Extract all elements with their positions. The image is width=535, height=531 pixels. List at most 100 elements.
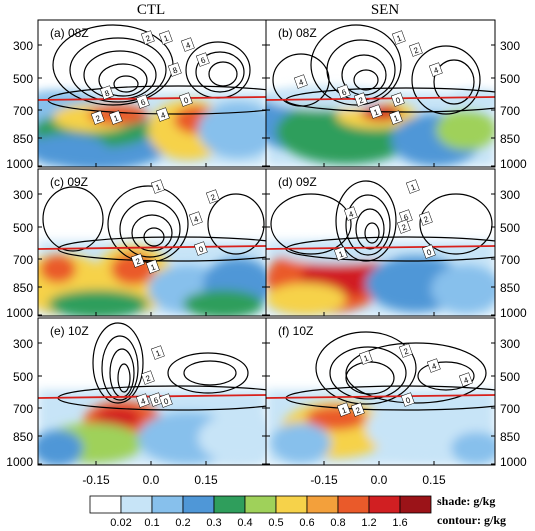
shade-blobs — [38, 401, 266, 465]
legend-contour-label: contour: g/kg — [437, 513, 506, 527]
y-tick-label-right: 500 — [500, 72, 520, 86]
y-tick-label-right: 500 — [500, 370, 520, 384]
x-tick-label: 0.15 — [422, 473, 446, 487]
colorbar-level-label: 0.3 — [206, 517, 221, 529]
svg-text:1: 1 — [341, 405, 349, 415]
contour-4 — [270, 193, 352, 255]
svg-text:4: 4 — [160, 110, 168, 120]
colorbar-level-label: 0.4 — [237, 517, 252, 529]
shade-blob-1 — [96, 408, 140, 428]
contour-1 — [345, 194, 391, 256]
contour-label-8: 1 — [388, 110, 403, 125]
svg-text:4: 4 — [433, 65, 441, 75]
svg-text:4: 4 — [348, 209, 356, 219]
contour-5 — [183, 360, 237, 386]
contour-3 — [117, 363, 131, 393]
panel-label-b: (b) 08Z — [278, 26, 317, 40]
contour-label-5: 8 — [99, 85, 114, 100]
y-tick-label-left: 700 — [13, 253, 33, 267]
x-tick-label: -0.15 — [310, 473, 338, 487]
y-tick-label-left: 850 — [13, 281, 33, 295]
contour-label-4: 8 — [167, 62, 182, 77]
colorbar-level-label: 0.8 — [330, 517, 345, 529]
contour-label-5: 0 — [400, 392, 415, 407]
y-tick-label-left: 300 — [13, 39, 33, 53]
contour-7 — [208, 61, 238, 87]
svg-text:1: 1 — [410, 182, 418, 192]
contour-label-2: 2 — [418, 211, 433, 226]
y-tick-label-left: 300 — [13, 337, 33, 351]
contour-1 — [69, 37, 167, 103]
colorbar-swatch-7 — [306, 495, 339, 514]
contour-label-1: 2 — [140, 370, 155, 385]
svg-text:0: 0 — [163, 396, 171, 406]
y-tick-label-left: 850 — [13, 132, 33, 146]
svg-text:2: 2 — [95, 113, 103, 123]
svg-text:2: 2 — [355, 405, 363, 415]
y-tick-label-right: 300 — [500, 337, 520, 351]
svg-text:0: 0 — [198, 244, 206, 254]
svg-text:2: 2 — [145, 373, 153, 383]
colorbar-swatch-3 — [182, 495, 215, 514]
contour-label-3: 6 — [398, 209, 413, 224]
melting-level-line — [266, 96, 495, 101]
colorbar-level-label: 0.2 — [175, 517, 190, 529]
y-tick-label-right: 1000 — [500, 455, 527, 469]
colorbar-level-label: 1.6 — [392, 517, 407, 529]
colorbar-swatch-6 — [275, 495, 308, 514]
y-tick-label-left: 1000 — [6, 306, 33, 320]
shade-blob-5 — [198, 414, 266, 462]
shade-blob-7 — [451, 90, 495, 110]
shade-blob-6 — [48, 290, 148, 316]
contour-6 — [195, 51, 245, 93]
contour-label-6: 0 — [421, 244, 436, 259]
svg-text:2: 2 — [145, 33, 153, 43]
svg-text:6: 6 — [200, 55, 208, 65]
svg-text:4: 4 — [185, 40, 193, 50]
contour-5 — [433, 59, 475, 105]
contour-3 — [345, 342, 487, 404]
column-title-ctl: CTL — [137, 2, 165, 18]
svg-text:2: 2 — [401, 222, 409, 232]
contour-label-0: 1 — [405, 179, 420, 194]
contour-label-8: 2 — [90, 110, 105, 125]
svg-text:1: 1 — [393, 113, 401, 123]
contour-4 — [411, 45, 481, 115]
y-tick-label-right: 1000 — [500, 306, 527, 320]
contour-label-4: 2 — [396, 219, 411, 234]
y-tick-label-right: 700 — [500, 253, 520, 267]
contour-label-1: 2 — [408, 42, 423, 57]
svg-text:6: 6 — [140, 97, 148, 107]
contour-label-2: 4 — [428, 62, 443, 77]
x-tick-label: 0.15 — [194, 473, 218, 487]
svg-text:8: 8 — [172, 65, 180, 75]
panel-label-d: (d) 09Z — [278, 175, 317, 189]
contour-label-6: 1 — [368, 104, 383, 119]
colorbar-level-label: 1.2 — [361, 517, 376, 529]
y-tick-label-left: 300 — [13, 188, 33, 202]
panel-label-f: (f) 10Z — [278, 324, 313, 338]
shade-blob-7 — [198, 102, 266, 158]
contour-5 — [419, 193, 493, 255]
contour-label-4: 0 — [158, 393, 173, 408]
x-tick-label: -0.15 — [82, 473, 110, 487]
svg-text:1: 1 — [155, 182, 163, 192]
svg-text:0: 0 — [395, 95, 403, 105]
x-axis: -0.15 0.0 0.15 -0.15 0.0 0.15 — [82, 473, 446, 487]
svg-text:4: 4 — [193, 214, 201, 224]
svg-text:1: 1 — [150, 262, 158, 272]
contour-label-2: 4 — [188, 211, 203, 226]
svg-text:6: 6 — [403, 212, 411, 222]
contour-label-5: 2 — [353, 92, 368, 107]
contour-label-1: 2 — [205, 189, 220, 204]
y-tick-label-left: 500 — [13, 72, 33, 86]
contour-label-0: 2 — [140, 30, 155, 45]
contour-label-1: 1 — [158, 30, 173, 45]
svg-text:1: 1 — [113, 113, 121, 123]
